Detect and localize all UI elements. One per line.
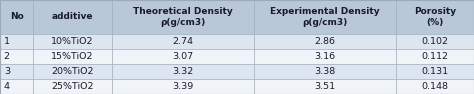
Bar (254, 0, 395, 34)
Bar (0, 64, 33, 79)
Text: 3.16: 3.16 (314, 52, 335, 61)
Text: 0.131: 0.131 (421, 67, 448, 76)
Text: 2: 2 (4, 52, 10, 61)
Bar (33, 49, 112, 64)
Text: 0.102: 0.102 (421, 37, 448, 46)
Text: 3.32: 3.32 (172, 67, 193, 76)
Text: 3.38: 3.38 (314, 67, 335, 76)
Bar (254, 49, 395, 64)
Bar (112, 49, 254, 64)
Text: additive: additive (52, 12, 93, 21)
Bar (112, 34, 254, 49)
Text: 10%TiO2: 10%TiO2 (51, 37, 94, 46)
Bar (112, 64, 254, 79)
Text: 25%TiO2: 25%TiO2 (51, 82, 94, 91)
Text: 0.112: 0.112 (421, 52, 448, 61)
Bar (254, 79, 395, 94)
Text: 3: 3 (4, 67, 10, 76)
Text: Experimental Density
ρ(g/cm3): Experimental Density ρ(g/cm3) (270, 7, 379, 27)
Bar (254, 34, 395, 49)
Bar (0, 0, 33, 34)
Text: 1: 1 (4, 37, 10, 46)
Text: 15%TiO2: 15%TiO2 (51, 52, 94, 61)
Text: 0.148: 0.148 (421, 82, 448, 91)
Bar (33, 79, 112, 94)
Bar (0, 79, 33, 94)
Text: Porosity
(%): Porosity (%) (414, 7, 456, 27)
Bar (395, 49, 474, 64)
Bar (33, 34, 112, 49)
Bar (0, 34, 33, 49)
Bar (395, 64, 474, 79)
Bar (395, 34, 474, 49)
Bar (33, 0, 112, 34)
Text: Theoretical Density
ρ(g/cm3): Theoretical Density ρ(g/cm3) (133, 7, 233, 27)
Bar (112, 79, 254, 94)
Text: 20%TiO2: 20%TiO2 (51, 67, 94, 76)
Bar (112, 0, 254, 34)
Text: 4: 4 (4, 82, 10, 91)
Bar (33, 64, 112, 79)
Text: 2.74: 2.74 (172, 37, 193, 46)
Text: 2.86: 2.86 (314, 37, 335, 46)
Bar (254, 64, 395, 79)
Bar (395, 0, 474, 34)
Text: No: No (10, 12, 24, 21)
Text: 3.39: 3.39 (172, 82, 193, 91)
Bar (395, 79, 474, 94)
Bar (0, 49, 33, 64)
Text: 3.07: 3.07 (172, 52, 193, 61)
Text: 3.51: 3.51 (314, 82, 335, 91)
